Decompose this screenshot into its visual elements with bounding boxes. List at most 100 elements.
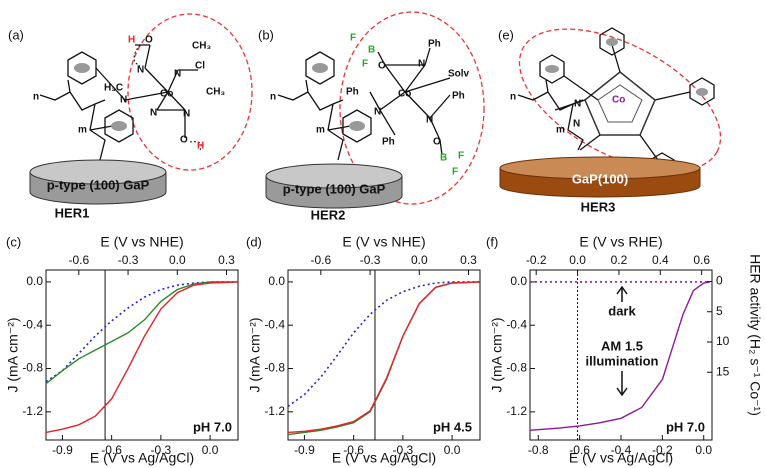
atom: B xyxy=(368,45,375,56)
structure-name: HER1 xyxy=(55,205,90,220)
bonds xyxy=(554,44,691,161)
substrate-top xyxy=(499,156,701,180)
atom: Ph xyxy=(382,137,395,148)
polymer-chain xyxy=(39,79,119,161)
x-tick-label: -0.9 xyxy=(52,443,73,457)
x2-axis-title: E (V vs NHE) xyxy=(342,234,425,250)
x2-tick-label: -0.2 xyxy=(526,253,547,267)
substrate-label: p-type (100) GaP xyxy=(283,181,386,196)
y-tick-label: -1.2 xyxy=(264,404,285,418)
annotation: dark xyxy=(608,303,636,318)
atom: Co xyxy=(612,95,625,106)
atom: CH₃ xyxy=(206,87,225,98)
arrow xyxy=(616,285,628,302)
atom: N xyxy=(426,115,433,126)
x-tick-label: 0.0 xyxy=(695,443,712,457)
y-tick-label: 0.0 xyxy=(268,274,285,288)
x2-tick-label: -0.6 xyxy=(310,253,331,267)
atom: N xyxy=(174,69,181,80)
y2-tick-label: 0 xyxy=(716,274,723,288)
x-tick-label: -0.8 xyxy=(528,443,549,457)
atom: N xyxy=(137,65,144,76)
x-tick-label: 0.0 xyxy=(202,443,219,457)
diagram-her2: (b) F B F O N Ph Solv Ph Co Ph N N Ph O … xyxy=(258,11,485,222)
data-line xyxy=(287,281,480,408)
ring xyxy=(74,63,90,73)
atom: H₃C xyxy=(104,83,123,94)
highlight-ellipse xyxy=(127,13,253,171)
annotation: pH 7.0 xyxy=(193,419,232,434)
polymer-chain xyxy=(517,79,584,151)
y-tick-label: -1.2 xyxy=(22,404,43,418)
plot-frame xyxy=(45,269,239,441)
data-line xyxy=(287,281,481,436)
atom: F xyxy=(458,151,464,162)
structure-name: HER3 xyxy=(581,199,616,214)
x2-tick-label: 0.3 xyxy=(218,253,235,267)
polymer-chain xyxy=(277,79,357,161)
porphyrin-core xyxy=(597,84,643,123)
atom: CH₃ xyxy=(192,41,211,52)
atom: H xyxy=(197,141,204,152)
y-tick-label: -0.4 xyxy=(506,317,527,331)
x-axis-title: E (V vs Ag/AgCl) xyxy=(90,450,194,466)
chain-label: m xyxy=(78,125,87,136)
x2-tick-label: -0.3 xyxy=(118,253,139,267)
highlight-ellipse xyxy=(339,11,485,205)
atom: Ph xyxy=(346,87,359,98)
x-tick-label: 0.0 xyxy=(444,443,461,457)
data-line xyxy=(45,281,238,385)
y-tick-label: -1.2 xyxy=(506,404,527,418)
atom: N xyxy=(573,119,580,130)
ring xyxy=(349,121,365,131)
tolyl xyxy=(599,27,625,56)
atom: O xyxy=(145,35,153,46)
atom: Ph xyxy=(428,39,441,50)
atom: N xyxy=(183,109,190,120)
x2-tick-label: 0.6 xyxy=(693,253,710,267)
y-tick-label: -0.4 xyxy=(264,317,285,331)
x2-tick-label: 0.0 xyxy=(169,253,186,267)
substrate-label: GaP(100) xyxy=(572,171,628,186)
atom: N xyxy=(374,107,381,118)
plot-frame xyxy=(287,269,481,441)
x-tick-label: -0.3 xyxy=(393,443,414,457)
atom: N xyxy=(150,108,157,119)
substrate-label: p-type (100) GaP xyxy=(47,177,150,192)
y2-tick-label: 15 xyxy=(716,364,730,378)
x2-tick-label: 0.4 xyxy=(652,253,669,267)
annotation: illumination xyxy=(586,353,659,368)
tolyl xyxy=(689,77,715,106)
atom: N xyxy=(574,99,581,110)
bonds xyxy=(369,47,451,156)
x-tick-label: -0.6 xyxy=(343,443,364,457)
structure-name: HER2 xyxy=(311,207,346,222)
chain-label: n xyxy=(270,92,276,103)
panel-label: (f) xyxy=(486,234,498,249)
atom: O xyxy=(378,61,386,72)
ring xyxy=(312,63,328,73)
x2-tick-label: 0.3 xyxy=(460,253,477,267)
chain-label: n xyxy=(33,92,39,103)
data-line xyxy=(287,281,481,434)
y2-axis-title: HER activity (H₂ s⁻¹ Co⁻¹) xyxy=(747,254,763,416)
chain-label: m xyxy=(316,125,325,136)
x-tick-label: -0.6 xyxy=(569,443,590,457)
x2-axis-title: E (V vs RHE) xyxy=(579,234,662,250)
x-axis-title: E (V vs Ag/AgCl) xyxy=(332,450,436,466)
data-line xyxy=(45,281,239,434)
pyridine xyxy=(67,51,97,85)
data-line xyxy=(45,281,238,383)
chain-label: n xyxy=(510,92,516,103)
x-axis-title: E (V vs Ag/AgCl) xyxy=(569,450,673,466)
ring xyxy=(606,38,618,46)
atom: O xyxy=(433,137,441,148)
y-tick-label: 0.0 xyxy=(510,274,527,288)
panel-label: (a) xyxy=(8,27,24,42)
panel-label: (d) xyxy=(246,234,262,249)
panel-label: (c) xyxy=(6,234,21,249)
substrate-top xyxy=(29,159,167,185)
atom: Cl xyxy=(195,61,205,72)
y-tick-label: -0.8 xyxy=(264,361,285,375)
